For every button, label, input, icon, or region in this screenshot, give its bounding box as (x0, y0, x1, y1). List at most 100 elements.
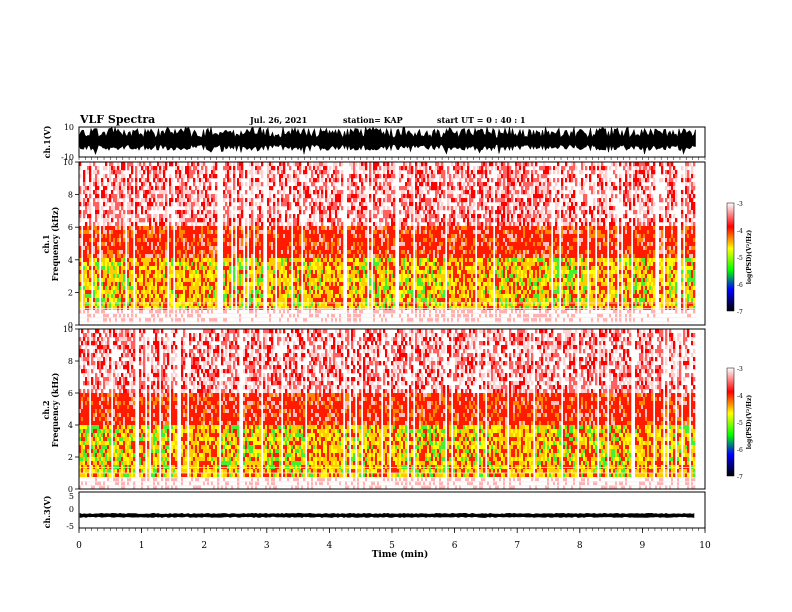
spectrogram-cell (143, 170, 145, 174)
spectrogram-cell (309, 294, 311, 298)
spectrogram-cell (187, 250, 189, 254)
spectrogram-cell (245, 202, 247, 206)
spectrogram-cell (111, 210, 113, 214)
spectrogram-cell (381, 186, 383, 190)
spectrogram-cell (375, 226, 377, 230)
spectrogram-cell (111, 286, 113, 290)
spectrogram-cell (279, 182, 281, 186)
spectrogram-cell (249, 262, 251, 266)
spectrogram-cell (383, 214, 385, 218)
spectrogram-cell (197, 186, 199, 190)
spectrogram-cell (181, 290, 183, 294)
spectrogram-cell (145, 234, 147, 238)
spectrogram-cell (203, 186, 205, 190)
spectrogram-cell (287, 162, 289, 166)
spectrogram-cell (381, 274, 383, 278)
spectrogram-cell (321, 274, 323, 278)
spectrogram-cell (239, 242, 241, 246)
spectrogram-cell (111, 194, 113, 198)
spectrogram-cell (401, 298, 403, 302)
spectrogram-cell (389, 178, 391, 182)
spectrogram-cell (331, 190, 333, 194)
spectrogram-cell (205, 286, 207, 290)
spectrogram-cell (269, 166, 271, 170)
spectrogram-cell (119, 202, 121, 206)
spectrogram-cell (317, 274, 319, 278)
spectrogram-cell (261, 266, 263, 270)
spectrogram-cell (407, 230, 409, 234)
spectrogram-cell (259, 254, 261, 258)
spectrogram-cell (251, 282, 253, 286)
spectrogram-cell (189, 194, 191, 198)
spectrogram-cell (115, 226, 117, 230)
spectrogram-cell (249, 198, 251, 202)
spectrogram-cell (251, 266, 253, 270)
spectrogram-cell (309, 238, 311, 242)
spectrogram-cell (233, 294, 235, 298)
spectrogram-cell (109, 226, 111, 230)
spectrogram-cell (279, 242, 281, 246)
spectrogram-cell (307, 194, 309, 198)
spectrogram-cell (393, 250, 395, 254)
spectrogram-cell (393, 162, 395, 166)
spectrogram-cell (259, 270, 261, 274)
spectrogram-cell (165, 226, 167, 230)
spectrogram-cell (97, 278, 99, 282)
spectrogram-cell (223, 298, 225, 302)
spectrogram-cell (175, 198, 177, 202)
spectrogram-cell (381, 290, 383, 294)
spectrogram-cell (209, 274, 211, 278)
spectrogram-cell (93, 170, 95, 174)
spectrogram-cell (331, 226, 333, 230)
spectrogram-cell (237, 230, 239, 234)
spectrogram-cell (119, 266, 121, 270)
spectrogram-cell (165, 178, 167, 182)
spectrogram-cell (89, 250, 91, 254)
spectrogram-cell (213, 170, 215, 174)
spectrogram-cell (127, 250, 129, 254)
spectrogram-cell (137, 250, 139, 254)
spectrogram-cell (311, 278, 313, 282)
spectrogram-cell (399, 166, 401, 170)
spectrogram-cell (179, 210, 181, 214)
spectrogram-cell (405, 218, 407, 222)
spectrogram-cell (93, 286, 95, 290)
spectrogram-cell (171, 246, 173, 250)
spectrogram-cell (205, 174, 207, 178)
spectrogram-cell (257, 278, 259, 282)
spectrogram-cell (163, 174, 165, 178)
spectrogram-cell (295, 186, 297, 190)
spectrogram-cell (399, 170, 401, 174)
spectrogram-cell (227, 162, 229, 166)
spectrogram-cell (117, 242, 119, 246)
spectrogram-cell (251, 214, 253, 218)
spectrogram-cell (87, 278, 89, 282)
spectrogram-cell (297, 190, 299, 194)
spectrogram-cell (183, 222, 185, 226)
spectrogram-cell (207, 298, 209, 302)
spectrogram-cell (135, 194, 137, 198)
spectrogram-cell (279, 226, 281, 230)
spectrogram-cell (113, 278, 115, 282)
spectrogram-cell (141, 174, 143, 178)
spectrogram-cell (157, 242, 159, 246)
spectrogram-cell (361, 262, 363, 266)
spectrogram-cell (387, 222, 389, 226)
spectrogram-cell (117, 214, 119, 218)
spectrogram-cell (315, 278, 317, 282)
spectrogram-cell (141, 218, 143, 222)
spectrogram-cell (417, 250, 419, 254)
spectrogram-cell (137, 210, 139, 214)
spectrogram-cell (239, 230, 241, 234)
spectrogram-cell (177, 214, 179, 218)
spectrogram-cell (277, 270, 279, 274)
spectrogram-cell (341, 238, 343, 242)
spectrogram-cell (185, 270, 187, 274)
spectrogram-cell (287, 218, 289, 222)
spectrogram-cell (403, 206, 405, 210)
spectrogram-cell (135, 226, 137, 230)
spectrogram-cell (213, 306, 215, 310)
spectrogram-cell (377, 210, 379, 214)
spectrogram-cell (323, 282, 325, 286)
spectrogram-cell (403, 258, 405, 262)
